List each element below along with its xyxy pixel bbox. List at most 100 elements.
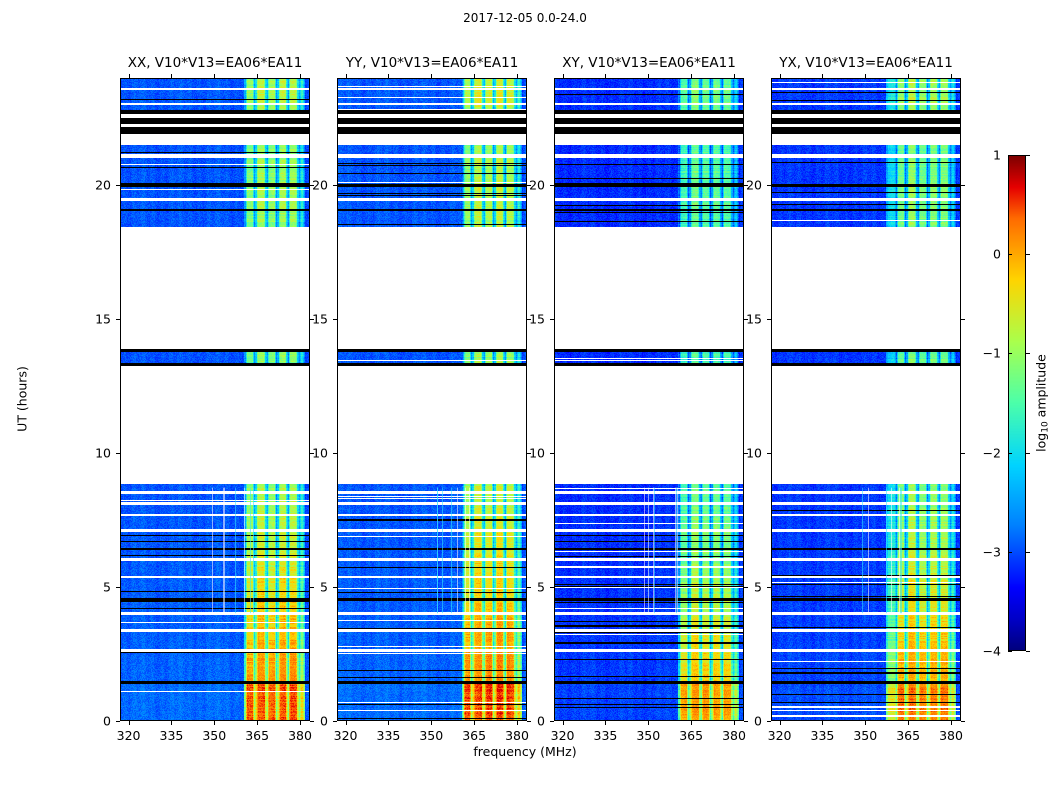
y-tick-right [310, 453, 314, 455]
y-tick [333, 319, 337, 321]
x-tick-label: 380 [939, 728, 963, 743]
y-tick-label: 20 [529, 177, 545, 193]
colorbar-tick-inner [1008, 155, 1012, 156]
x-tick-label: 365 [462, 728, 487, 743]
x-tick [388, 721, 390, 725]
y-tick-right [527, 453, 531, 455]
panel-title-yx: YX, V10*V13=EA06*EA11 [779, 55, 953, 71]
y-tick-right [310, 185, 314, 187]
y-tick [767, 185, 771, 187]
x-tick-label: 335 [376, 728, 401, 743]
y-tick [116, 185, 120, 187]
colorbar-tick-label: −3 [982, 544, 1001, 560]
colorbar-tick [1026, 651, 1030, 652]
y-tick [116, 721, 120, 722]
x-tick-top [734, 74, 735, 78]
y-tick-label: 0 [537, 713, 545, 729]
spectrogram-yx [772, 79, 960, 720]
x-tick-label: 365 [896, 728, 921, 743]
x-tick-top [171, 74, 173, 78]
x-tick-top [951, 74, 952, 78]
colorbar-tick-inner [1008, 651, 1012, 652]
x-tick-top [691, 74, 693, 78]
x-tick [822, 721, 824, 725]
colorbar: −4 −3 −2 −1 0 1 [983, 148, 1030, 659]
x-tick-label: 380 [722, 728, 746, 743]
colorbar-label-suffix: amplitude [1033, 354, 1049, 422]
x-tick-label: 365 [679, 728, 704, 743]
x-tick [908, 721, 910, 725]
x-tick [605, 721, 607, 725]
colorbar-gradient [1008, 155, 1026, 651]
y-tick-label: 5 [754, 579, 762, 595]
y-tick-right [310, 721, 314, 722]
y-tick-right [527, 587, 531, 589]
spectrogram-xy [555, 79, 743, 720]
x-tick [171, 721, 173, 725]
axes-yx[interactable] [771, 78, 961, 721]
y-axis-label: UT (hours) [14, 366, 30, 432]
colorbar-tick [1026, 452, 1030, 454]
panel-xy: XY, V10*V13=EA06*EA11 320 335 350 365 380 0 5 10… [529, 55, 748, 743]
x-tick-top [822, 74, 824, 78]
x-tick-label: 335 [593, 728, 618, 743]
y-tick [116, 587, 120, 589]
colorbar-tick-inner [1008, 254, 1012, 256]
y-tick-label: 0 [754, 713, 762, 729]
y-tick-label: 10 [746, 445, 762, 461]
x-tick-label: 350 [636, 728, 661, 743]
panel-xx: XX, V10*V13=EA06*EA11 320 335 350 365 380 0 5 10… [95, 55, 314, 743]
x-tick-label: 320 [550, 728, 575, 743]
y-tick [550, 587, 554, 589]
y-tick-label: 20 [312, 177, 328, 193]
x-tick [214, 721, 216, 725]
y-tick-label: 10 [95, 445, 111, 461]
x-tick-top [214, 74, 216, 78]
x-tick-top [648, 74, 650, 78]
x-tick-label: 380 [288, 728, 312, 743]
colorbar-tick-inner [1008, 353, 1012, 355]
colorbar-tick-label: 0 [993, 246, 1001, 262]
x-axis-label: frequency (MHz) [473, 744, 577, 759]
y-tick [116, 453, 120, 455]
x-tick-label: 380 [505, 728, 529, 743]
y-tick-label: 5 [537, 579, 545, 595]
x-tick [257, 721, 259, 725]
x-tick-top [908, 74, 910, 78]
x-tick-top [388, 74, 390, 78]
x-tick [562, 721, 564, 725]
axes-xx[interactable] [120, 78, 310, 721]
x-tick-label: 320 [767, 728, 792, 743]
y-tick [550, 185, 554, 187]
colorbar-tick [1026, 155, 1030, 156]
colorbar-label-subscript: 10 [1040, 421, 1050, 433]
x-tick [691, 721, 693, 725]
y-tick [333, 587, 337, 589]
panel-title-xx: XX, V10*V13=EA06*EA11 [127, 55, 303, 71]
y-tick-label: 5 [103, 579, 111, 595]
y-tick-right [310, 587, 314, 589]
axes-yy[interactable] [337, 78, 527, 721]
axes-xy[interactable] [554, 78, 744, 721]
x-tick [431, 721, 433, 725]
x-tick [517, 721, 518, 725]
panel-yy: YY, V10*V13=EA06*EA11 320 335 350 365 380 0 5 10… [312, 55, 531, 743]
y-tick [767, 319, 771, 321]
x-tick-top [300, 74, 301, 78]
y-tick-right [744, 587, 748, 589]
y-tick-right [961, 319, 965, 321]
y-tick-right [744, 453, 748, 455]
colorbar-tick-label: 1 [993, 147, 1001, 163]
panel-title-yy: YY, V10*V13=EA06*EA11 [345, 55, 519, 71]
y-tick-right [527, 721, 531, 722]
y-tick-label: 10 [529, 445, 545, 461]
x-tick [951, 721, 952, 725]
colorbar-tick [1026, 254, 1030, 256]
x-tick-label: 365 [245, 728, 270, 743]
y-tick-label: 15 [529, 311, 545, 327]
colorbar-tick [1026, 551, 1030, 553]
y-tick [333, 453, 337, 455]
x-tick-top [128, 74, 130, 78]
x-tick-top [257, 74, 259, 78]
figure-title: 2017-12-05 0.0-24.0 [463, 11, 587, 25]
